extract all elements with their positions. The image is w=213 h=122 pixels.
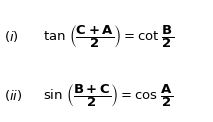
Text: $(\mathit{i})$: $(\mathit{i})$ — [4, 29, 19, 44]
Text: $\mathrm{sin}\ \left(\dfrac{\mathbf{B+C}}{\mathbf{2}}\right) = \mathrm{cos}\ \df: $\mathrm{sin}\ \left(\dfrac{\mathbf{B+C}… — [43, 82, 173, 109]
Text: $(\mathit{ii})$: $(\mathit{ii})$ — [4, 88, 23, 103]
Text: $\mathrm{tan}\ \left(\dfrac{\mathbf{C+A}}{\mathbf{2}}\right) = \mathrm{cot}\ \df: $\mathrm{tan}\ \left(\dfrac{\mathbf{C+A}… — [43, 23, 174, 50]
